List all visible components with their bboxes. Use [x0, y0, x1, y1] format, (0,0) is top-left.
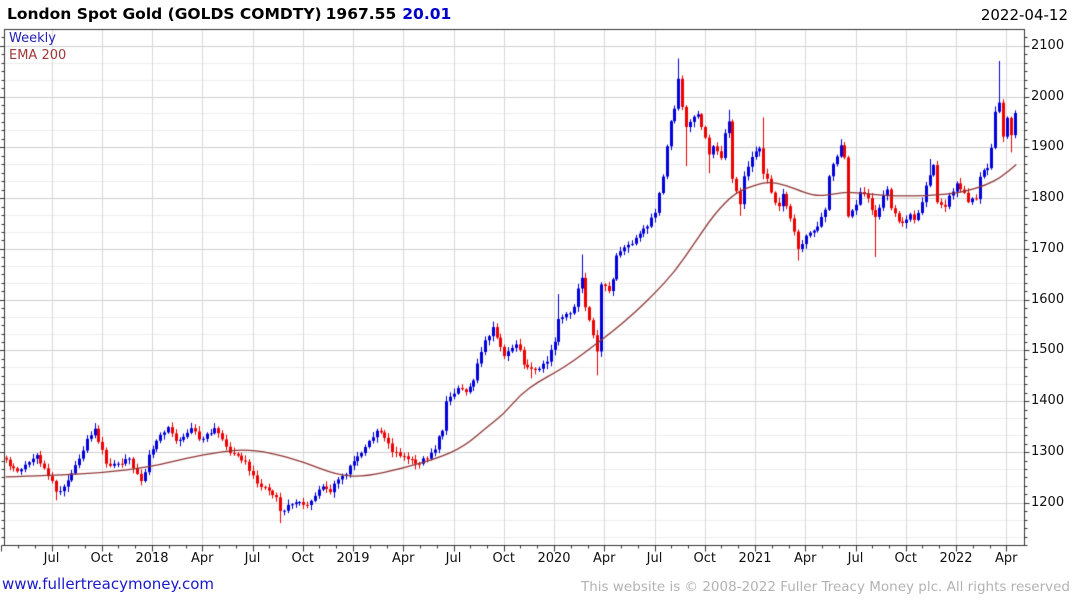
y-axis-label: 2100	[1031, 37, 1065, 53]
title-bar: London Spot Gold (GOLDS COMDTY) 1967.55 20…	[7, 4, 1068, 26]
x-axis-label: 2022	[939, 551, 973, 566]
x-axis-label: Apr	[593, 551, 616, 566]
x-axis-label: Oct	[291, 551, 314, 566]
y-axis-label: 1300	[1031, 444, 1065, 460]
copyright-text: This website is © 2008-2022 Fuller Treac…	[581, 579, 1070, 595]
price-change: 20.01	[402, 5, 452, 23]
legend-timeframe: Weekly	[9, 31, 56, 46]
x-axis-label: 2018	[135, 551, 169, 566]
x-axis-label: Apr	[392, 551, 415, 566]
x-axis-label: 2019	[336, 551, 370, 566]
chart-date: 2022-04-12	[980, 6, 1068, 24]
x-axis-label: Apr	[794, 551, 817, 566]
y-axis-label: 1700	[1031, 240, 1065, 256]
y-axis-label: 1800	[1031, 190, 1065, 206]
y-axis-label: 1500	[1031, 342, 1065, 358]
x-axis-label: Jul	[847, 551, 864, 566]
x-axis-label: Oct	[894, 551, 917, 566]
x-axis-label: Oct	[90, 551, 113, 566]
x-axis-label: Jul	[445, 551, 462, 566]
website-link[interactable]: www.fullertreacymoney.com	[2, 575, 215, 593]
x-axis-label: Oct	[693, 551, 716, 566]
y-axis-label: 1600	[1031, 291, 1065, 307]
x-axis-label: Jul	[43, 551, 60, 566]
y-axis-label: 1900	[1031, 139, 1065, 155]
x-axis-label: 2021	[738, 551, 772, 566]
x-axis-label: Oct	[492, 551, 515, 566]
x-axis-label: 2020	[537, 551, 571, 566]
y-axis-label: 2000	[1031, 88, 1065, 104]
chart-title: London Spot Gold (GOLDS COMDTY)	[7, 5, 322, 23]
x-axis-label: Apr	[995, 551, 1018, 566]
y-axis-label: 1400	[1031, 393, 1065, 409]
last-price: 1967.55	[325, 5, 397, 23]
x-axis-label: Apr	[191, 551, 214, 566]
legend-ema-200: EMA 200	[9, 48, 67, 63]
x-axis-label: Jul	[244, 551, 261, 566]
x-axis-label: Jul	[646, 551, 663, 566]
y-axis-label: 1200	[1031, 494, 1065, 510]
